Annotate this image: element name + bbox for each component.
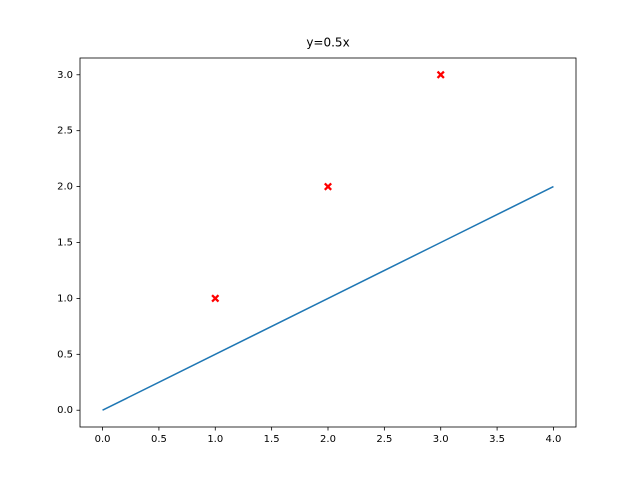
- x-tick-label: 1.5: [264, 434, 280, 445]
- y-tick-label: 2.0: [57, 182, 73, 193]
- x-tick-label: 3.5: [489, 434, 505, 445]
- scatter-point: [324, 182, 332, 191]
- chart-title: y=0.5x: [306, 36, 349, 50]
- y-tick-label: 1.5: [57, 238, 73, 249]
- x-tick-label: 4.0: [546, 434, 562, 445]
- scatter-point: [211, 294, 220, 303]
- y-tick-label: 2.5: [57, 126, 73, 137]
- scatter-point: [436, 70, 445, 79]
- x-tick-label: 3.0: [433, 434, 449, 445]
- y-tick-label: 0.0: [57, 405, 73, 416]
- x-tick-label: 2.5: [376, 434, 392, 445]
- x-tick-label: 1.0: [207, 434, 223, 445]
- x-tick-label: 0.5: [151, 434, 167, 445]
- x-tick-label: 2.0: [320, 434, 336, 445]
- y-tick-label: 0.5: [57, 349, 73, 360]
- y-tick-label: 3.0: [57, 70, 73, 81]
- data-line: [102, 185, 554, 411]
- y-tick-label: 1.0: [57, 293, 73, 304]
- plot-frame: [79, 57, 577, 428]
- x-tick-label: 0.0: [95, 434, 111, 445]
